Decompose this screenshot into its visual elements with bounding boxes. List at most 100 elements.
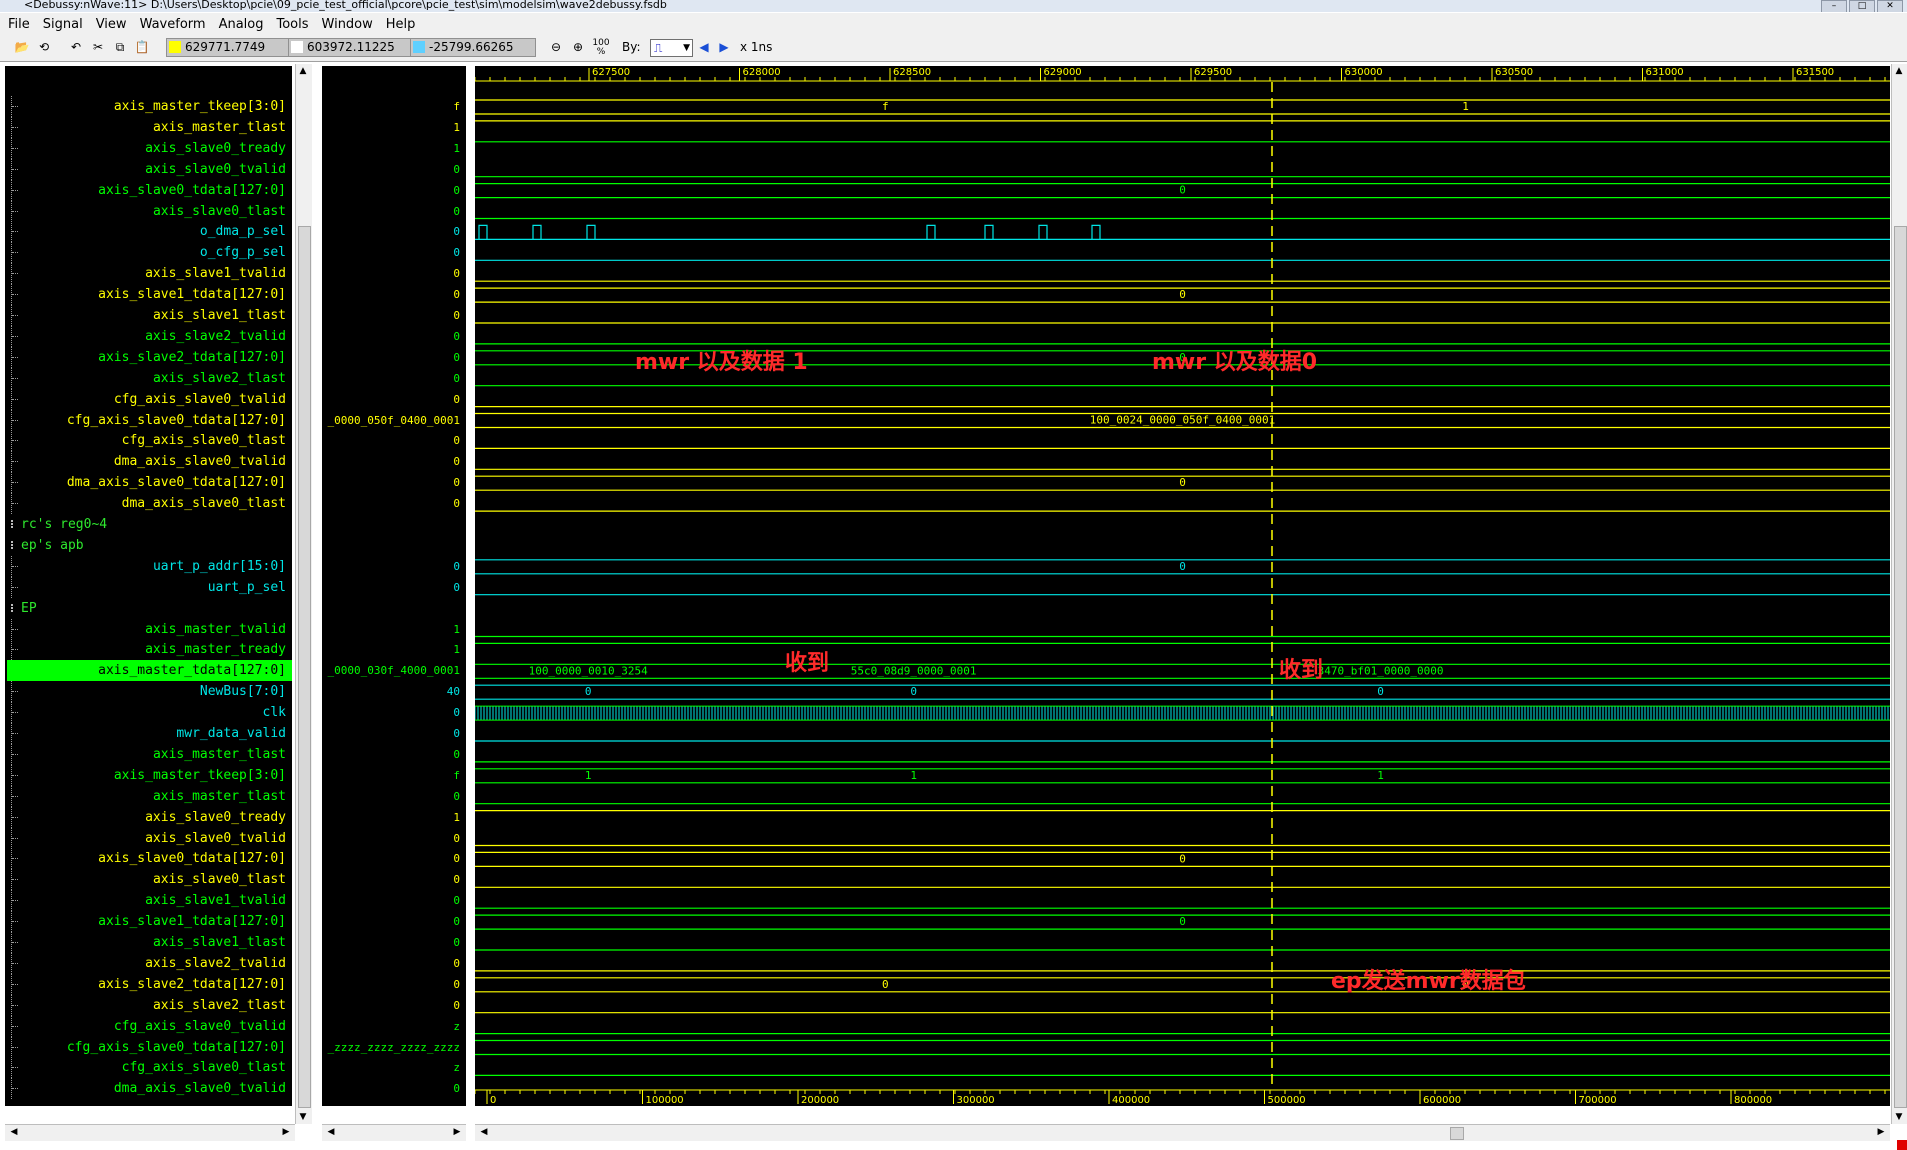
signal-name[interactable]: axis_slave2_tvalid — [145, 328, 286, 344]
reload-icon[interactable]: ⟲ — [38, 40, 50, 54]
signal-name[interactable]: cfg_axis_slave0_tvalid — [113, 1018, 286, 1034]
cut-icon[interactable]: ✂ — [92, 40, 104, 54]
signal-name[interactable]: cfg_axis_slave0_tdata[127:0] — [66, 1039, 286, 1055]
undo-icon[interactable]: ↶ — [70, 40, 82, 54]
signal-name[interactable]: axis_slave0_tvalid — [145, 830, 286, 846]
signal-name[interactable]: axis_slave0_tdata[127:0] — [98, 182, 286, 198]
signal-name[interactable]: axis_master_tlast — [152, 119, 286, 135]
minimize-button[interactable]: – — [1821, 0, 1847, 12]
signal-name[interactable]: axis_master_tlast — [152, 746, 286, 762]
search-backward-icon[interactable]: ◀ — [699, 40, 709, 54]
signal-name[interactable]: axis_slave1_tlast — [152, 935, 286, 950]
signal-name[interactable]: axis_slave1_tdata[127:0] — [98, 287, 286, 303]
name-panel-vscrollbar[interactable]: ▲ ▼ — [295, 64, 312, 1124]
signal-name[interactable]: mwr_data_valid — [176, 726, 286, 741]
menu-file[interactable]: File — [8, 16, 30, 32]
open-file-icon[interactable]: 📂 — [14, 40, 30, 54]
group-expand-icon[interactable] — [11, 520, 18, 528]
signal-name[interactable]: dma_axis_slave0_tdata[127:0] — [66, 475, 286, 491]
search-forward-icon[interactable]: ▶ — [719, 40, 729, 54]
scroll-right-arrow-icon[interactable]: ▶ — [453, 1127, 461, 1137]
scroll-thumb[interactable] — [1450, 1127, 1464, 1140]
signal-name[interactable]: cfg_axis_slave0_tlast — [121, 1060, 286, 1076]
time-ruler-top[interactable]: 627500 628000 628500 629000 629500 630000 6305… — [474, 66, 1890, 82]
signal-name[interactable]: o_dma_p_sel — [199, 224, 286, 240]
signal-name[interactable]: axis_slave2_tdata[127:0] — [98, 349, 286, 365]
signal-name[interactable]: o_cfg_p_sel — [199, 245, 286, 261]
waveform-panel[interactable]: f 1 0 0 0 100_0024_0000_050f_0400_0001 0 0 100_0… — [474, 82, 1890, 1106]
signal-name[interactable]: axis_slave0_tready — [145, 809, 286, 825]
marker-time-field[interactable]: 603972.11225 — [288, 38, 416, 57]
signal-name[interactable]: cfg_axis_slave0_tdata[127:0] — [66, 412, 286, 428]
group-header[interactable]: EP — [21, 600, 37, 616]
scroll-left-arrow-icon[interactable]: ◀ — [327, 1127, 335, 1137]
scroll-left-arrow-icon[interactable]: ◀ — [480, 1127, 488, 1137]
signal-name[interactable]: uart_p_sel — [207, 579, 286, 595]
maximize-button[interactable]: □ — [1849, 0, 1875, 12]
signal-name[interactable]: uart_p_addr[15:0] — [152, 558, 286, 574]
signal-name[interactable]: axis_slave2_tdata[127:0] — [98, 976, 286, 992]
scroll-thumb[interactable] — [298, 226, 311, 1108]
signal-name[interactable]: axis_slave0_tlast — [152, 203, 286, 219]
signal-name[interactable]: axis_slave0_tdata[127:0] — [98, 851, 286, 867]
signal-name[interactable]: dma_axis_slave0_tvalid — [113, 454, 286, 470]
paste-icon[interactable]: 📋 — [134, 40, 150, 54]
name-panel-hscrollbar[interactable]: ◀ ▶ — [5, 1124, 295, 1141]
scroll-down-arrow-icon[interactable]: ▼ — [299, 1112, 307, 1122]
signal-name[interactable]: axis_master_tlast — [152, 788, 286, 804]
scroll-thumb[interactable] — [1894, 226, 1907, 1108]
edge-select[interactable]: ⎍ ▼ — [650, 39, 693, 57]
signal-name[interactable]: axis_master_tkeep[3:0] — [113, 767, 286, 783]
group-expand-icon[interactable] — [11, 540, 18, 549]
copy-icon[interactable]: ⧉ — [115, 40, 125, 54]
wave-panel-hscrollbar[interactable]: ◀ ▶ — [475, 1124, 1890, 1141]
scroll-right-arrow-icon[interactable]: ▶ — [1877, 1127, 1885, 1137]
cursor-time-field[interactable]: 629771.7749 — [166, 38, 300, 57]
signal-name[interactable]: axis_slave0_tlast — [152, 872, 286, 888]
wave-panel-vscrollbar[interactable]: ▲ ▼ — [1891, 64, 1907, 1124]
menu-view[interactable]: View — [95, 16, 127, 32]
signal-name[interactable]: axis_slave1_tvalid — [145, 893, 286, 909]
group-header[interactable]: rc's reg0~4 — [21, 517, 108, 532]
scroll-up-arrow-icon[interactable]: ▲ — [1895, 66, 1903, 76]
scroll-right-arrow-icon[interactable]: ▶ — [282, 1127, 290, 1137]
signal-name[interactable]: axis_master_tvalid — [145, 621, 286, 637]
signal-name[interactable]: axis_master_tkeep[3:0] — [113, 99, 286, 114]
close-button[interactable]: ✕ — [1877, 0, 1903, 12]
scroll-left-arrow-icon[interactable]: ◀ — [10, 1127, 18, 1137]
zoom-out-icon[interactable]: ⊖ — [550, 40, 562, 54]
signal-name[interactable]: axis_slave1_tlast — [152, 308, 286, 323]
menu-waveform[interactable]: Waveform — [139, 16, 206, 32]
scroll-down-arrow-icon[interactable]: ▼ — [1895, 1112, 1903, 1122]
delta-time-field[interactable]: -25799.66265 — [410, 38, 536, 57]
zoom-full-icon[interactable]: 100 % — [592, 38, 610, 57]
menu-tools[interactable]: Tools — [276, 16, 309, 32]
signal-name[interactable]: axis_slave0_tvalid — [145, 161, 286, 177]
group-header[interactable]: ep's apb — [21, 537, 84, 553]
signal-name[interactable]: axis_master_tready — [145, 642, 286, 658]
menu-analog[interactable]: Analog — [218, 16, 264, 32]
zoom-in-icon[interactable]: ⊕ — [572, 40, 584, 54]
signal-name[interactable]: axis_slave1_tvalid — [145, 266, 286, 282]
signal-value: 0 — [453, 831, 460, 845]
signal-name[interactable]: cfg_axis_slave0_tlast — [121, 433, 286, 449]
menu-window[interactable]: Window — [321, 16, 373, 32]
value-panel-hscrollbar[interactable]: ◀ ▶ — [322, 1124, 466, 1141]
signal-name[interactable]: axis_slave0_tready — [145, 140, 286, 156]
signal-name[interactable]: axis_slave1_tdata[127:0] — [98, 914, 286, 930]
scroll-up-arrow-icon[interactable]: ▲ — [299, 66, 307, 76]
group-expand-icon[interactable] — [11, 603, 18, 612]
signal-name[interactable]: NewBus[7:0] — [199, 684, 286, 700]
signal-name[interactable]: axis_slave2_tlast — [152, 997, 286, 1013]
signal-name[interactable]: cfg_axis_slave0_tvalid — [113, 391, 286, 407]
menu-signal[interactable]: Signal — [42, 16, 83, 32]
waveform-canvas[interactable]: f 1 0 0 0 100_0024_0000_050f_0400_0001 0 0 100_0… — [474, 82, 1890, 1106]
signal-name[interactable]: axis_master_tdata[127:0] — [7, 660, 292, 682]
menu-help[interactable]: Help — [385, 16, 416, 32]
signal-name[interactable]: dma_axis_slave0_tvalid — [113, 1081, 286, 1097]
signal-name[interactable]: dma_axis_slave0_tlast — [121, 496, 286, 512]
signal-name[interactable]: axis_slave2_tvalid — [145, 955, 286, 971]
signal-value: 0 — [453, 309, 460, 322]
signal-name[interactable]: axis_slave2_tlast — [152, 370, 286, 386]
signal-name[interactable]: clk — [262, 705, 286, 721]
